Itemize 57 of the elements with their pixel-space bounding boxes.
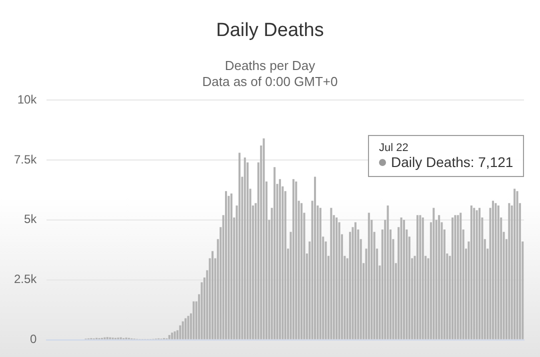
bar xyxy=(314,176,316,340)
bar xyxy=(400,218,402,340)
bar xyxy=(492,200,494,340)
bar xyxy=(422,218,424,340)
bar xyxy=(330,208,332,340)
bar xyxy=(171,332,174,340)
bar xyxy=(456,215,459,340)
y-tick-label: 2.5k xyxy=(14,272,38,286)
y-tick-label: 5k xyxy=(24,212,38,226)
bar xyxy=(508,203,510,340)
bar xyxy=(278,179,281,340)
bar xyxy=(244,158,246,340)
bar xyxy=(478,208,481,340)
bar xyxy=(292,179,294,340)
bar xyxy=(452,218,454,340)
bar xyxy=(238,152,241,340)
bar xyxy=(516,191,518,340)
bar xyxy=(179,325,182,340)
bar xyxy=(416,215,418,340)
bar xyxy=(514,188,516,340)
bar xyxy=(354,222,356,340)
bar xyxy=(212,251,214,340)
y-tick-label: 7.5k xyxy=(14,152,38,166)
bar xyxy=(473,208,476,340)
annotation: Daily Deaths: 7,121 xyxy=(391,154,514,170)
bar xyxy=(174,331,176,340)
bar xyxy=(168,335,170,340)
bar xyxy=(274,167,276,340)
bar xyxy=(494,203,497,340)
bar xyxy=(497,206,500,340)
bar xyxy=(454,215,456,340)
bar xyxy=(460,212,462,340)
bar xyxy=(184,318,187,340)
bar xyxy=(300,203,303,340)
bar xyxy=(476,210,478,340)
bar xyxy=(295,182,298,340)
y-tick-label: 10k xyxy=(17,92,38,106)
chart-title: Daily Deaths xyxy=(215,20,325,42)
bar xyxy=(192,301,195,340)
bar xyxy=(419,215,422,340)
text: Data as of 0:00 GMT+0 xyxy=(201,74,339,89)
bar xyxy=(470,206,472,340)
bar xyxy=(368,212,370,340)
y-tick-label: 0 xyxy=(30,332,37,346)
chart-subtitle: Deaths per Day xyxy=(224,58,316,73)
bar xyxy=(336,218,338,340)
bar xyxy=(319,208,322,340)
bar xyxy=(438,215,440,340)
bar xyxy=(262,138,265,340)
annotation: Jul 22 xyxy=(379,142,410,154)
bar xyxy=(225,191,228,340)
bar xyxy=(187,316,190,340)
bar xyxy=(230,194,232,340)
bar xyxy=(432,208,435,340)
bar xyxy=(386,206,389,340)
bar xyxy=(402,220,406,340)
bar xyxy=(182,321,184,340)
